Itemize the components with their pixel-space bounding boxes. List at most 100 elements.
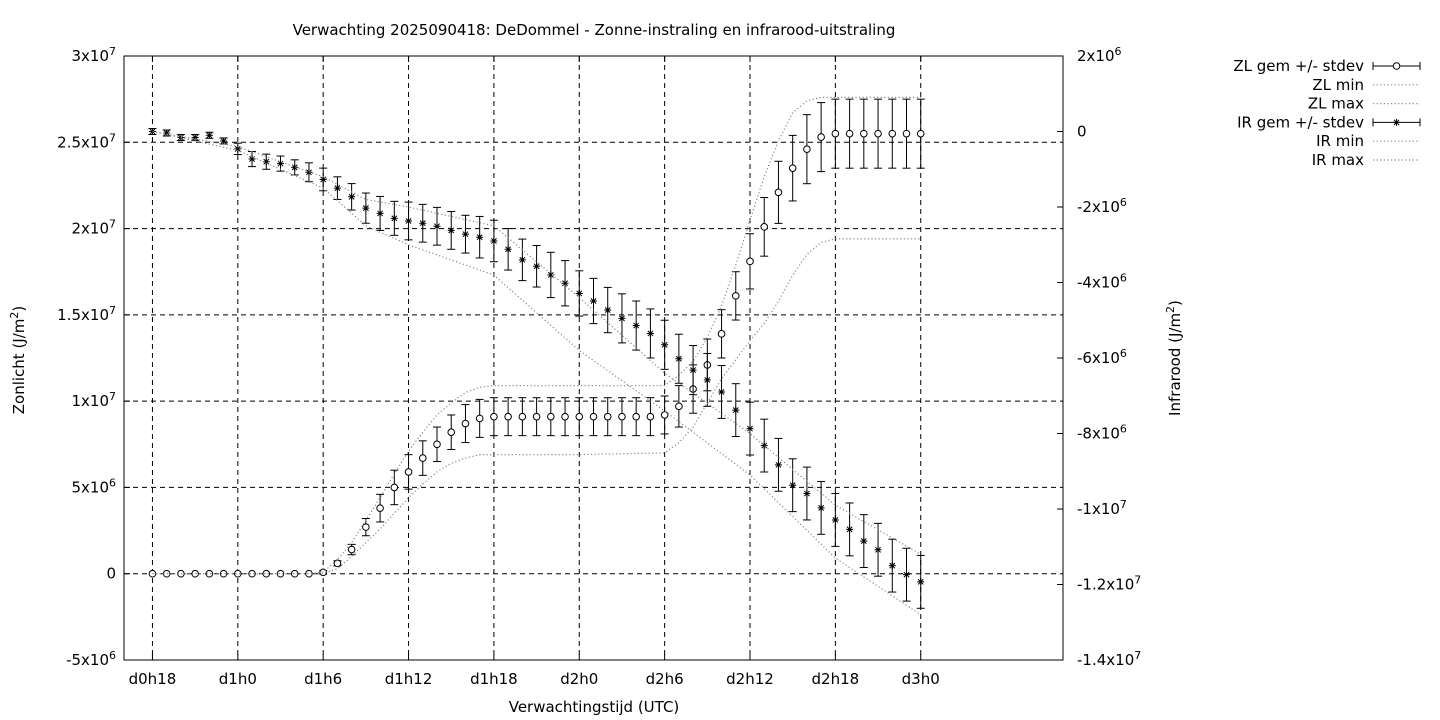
data-point (917, 578, 925, 586)
y-tick-label-right: -6x106 (1077, 347, 1127, 367)
data-point (191, 134, 199, 142)
y-tick-label-left: 2.5x107 (57, 131, 116, 151)
series-2 (152, 96, 921, 575)
data-point (903, 571, 910, 579)
x-tick-label: d2h6 (646, 670, 684, 688)
data-point (220, 137, 228, 145)
y-tick-label-left: 3x107 (71, 45, 116, 65)
data-point (603, 412, 612, 421)
data-point (177, 569, 185, 578)
data-point (590, 297, 597, 305)
data-point (362, 523, 370, 531)
data-point (646, 412, 655, 421)
data-point (262, 569, 271, 578)
chart-title: Verwachting 2025090418: DeDommel - Zonne… (293, 21, 896, 39)
data-point (163, 129, 171, 137)
data-point (262, 158, 270, 166)
data-point (148, 128, 156, 135)
data-point (447, 226, 455, 234)
data-point (803, 145, 811, 153)
legend-marker (1392, 62, 1401, 70)
x-tick-label: d2h0 (560, 670, 598, 688)
data-point (461, 419, 470, 428)
data-point (703, 376, 711, 384)
data-point (348, 193, 356, 201)
data-point (575, 289, 583, 297)
data-point (433, 440, 441, 449)
data-point (717, 330, 726, 338)
data-point (547, 271, 555, 279)
data-point (276, 569, 285, 578)
x-tick-label: d1h6 (304, 670, 342, 688)
data-point (277, 160, 284, 168)
series-0 (148, 98, 925, 578)
y-tick-label-left: 5x106 (71, 476, 116, 496)
data-point (347, 545, 356, 554)
x-tick-label: d0h18 (129, 670, 177, 688)
legend-label: IR gem +/- stdev (1237, 113, 1364, 131)
y-tick-label-left: -5x106 (66, 649, 116, 669)
y-axis-label-left: Zonlicht (J/m2) (8, 306, 28, 415)
data-point (916, 129, 925, 138)
x-tick-label: d1h12 (385, 670, 433, 688)
y-tick-label-left: 1.5x107 (57, 304, 116, 324)
data-point (845, 129, 854, 138)
data-point (646, 329, 654, 337)
data-point (533, 262, 541, 270)
data-point (219, 569, 228, 578)
data-point (817, 504, 825, 512)
legend-label: ZL max (1308, 95, 1364, 113)
plot-border (123, 55, 1064, 661)
data-point (860, 129, 868, 138)
data-point (689, 366, 697, 374)
data-point (504, 412, 512, 421)
data-point (618, 314, 626, 322)
data-point (376, 504, 384, 512)
data-point (732, 406, 740, 414)
data-point (518, 256, 526, 264)
data-point (575, 412, 584, 421)
data-point (632, 412, 640, 421)
x-tick-label: d3h0 (902, 670, 940, 688)
data-point (405, 217, 413, 225)
data-point (789, 481, 797, 489)
data-point (333, 559, 342, 568)
x-tick-label: d2h18 (812, 670, 860, 688)
y-tick-label-right: 0 (1077, 123, 1087, 141)
data-point (248, 155, 256, 163)
y-tick-label-left: 2x107 (71, 218, 116, 238)
data-point (291, 163, 299, 171)
data-point (490, 237, 498, 245)
axis-ticks: d0h18 d1h0 d1h6 d1h12 d1h18 d2h0 d2h6 d2h12 d2h1… (57, 45, 1141, 688)
legend-marker (1393, 118, 1400, 126)
data-point (234, 569, 242, 578)
data-point (390, 483, 399, 492)
data-point (504, 245, 512, 253)
y-tick-label-left: 1x107 (71, 390, 116, 410)
data-point (547, 412, 555, 421)
x-tick-label: d2h12 (726, 670, 774, 688)
data-point (418, 454, 427, 462)
data-point (561, 412, 569, 421)
data-point (632, 322, 640, 330)
data-point (618, 412, 626, 421)
series-line (152, 130, 921, 555)
data-point (518, 412, 527, 421)
data-point (205, 131, 213, 139)
data-point (675, 355, 683, 363)
data-point (760, 442, 768, 450)
y-tick-label-right: -2x106 (1077, 196, 1127, 216)
data-point (319, 175, 327, 183)
series-4 (152, 130, 922, 616)
data-point (476, 233, 484, 241)
data-point (433, 222, 441, 230)
y-tick-label-right: 2x106 (1077, 45, 1122, 65)
data-point (490, 412, 498, 421)
data-point (234, 145, 242, 153)
data-point (461, 230, 469, 238)
series-3 (148, 127, 925, 609)
data-point (874, 546, 882, 554)
data-point (760, 223, 769, 231)
legend-label: ZL gem +/- stdev (1233, 57, 1364, 75)
